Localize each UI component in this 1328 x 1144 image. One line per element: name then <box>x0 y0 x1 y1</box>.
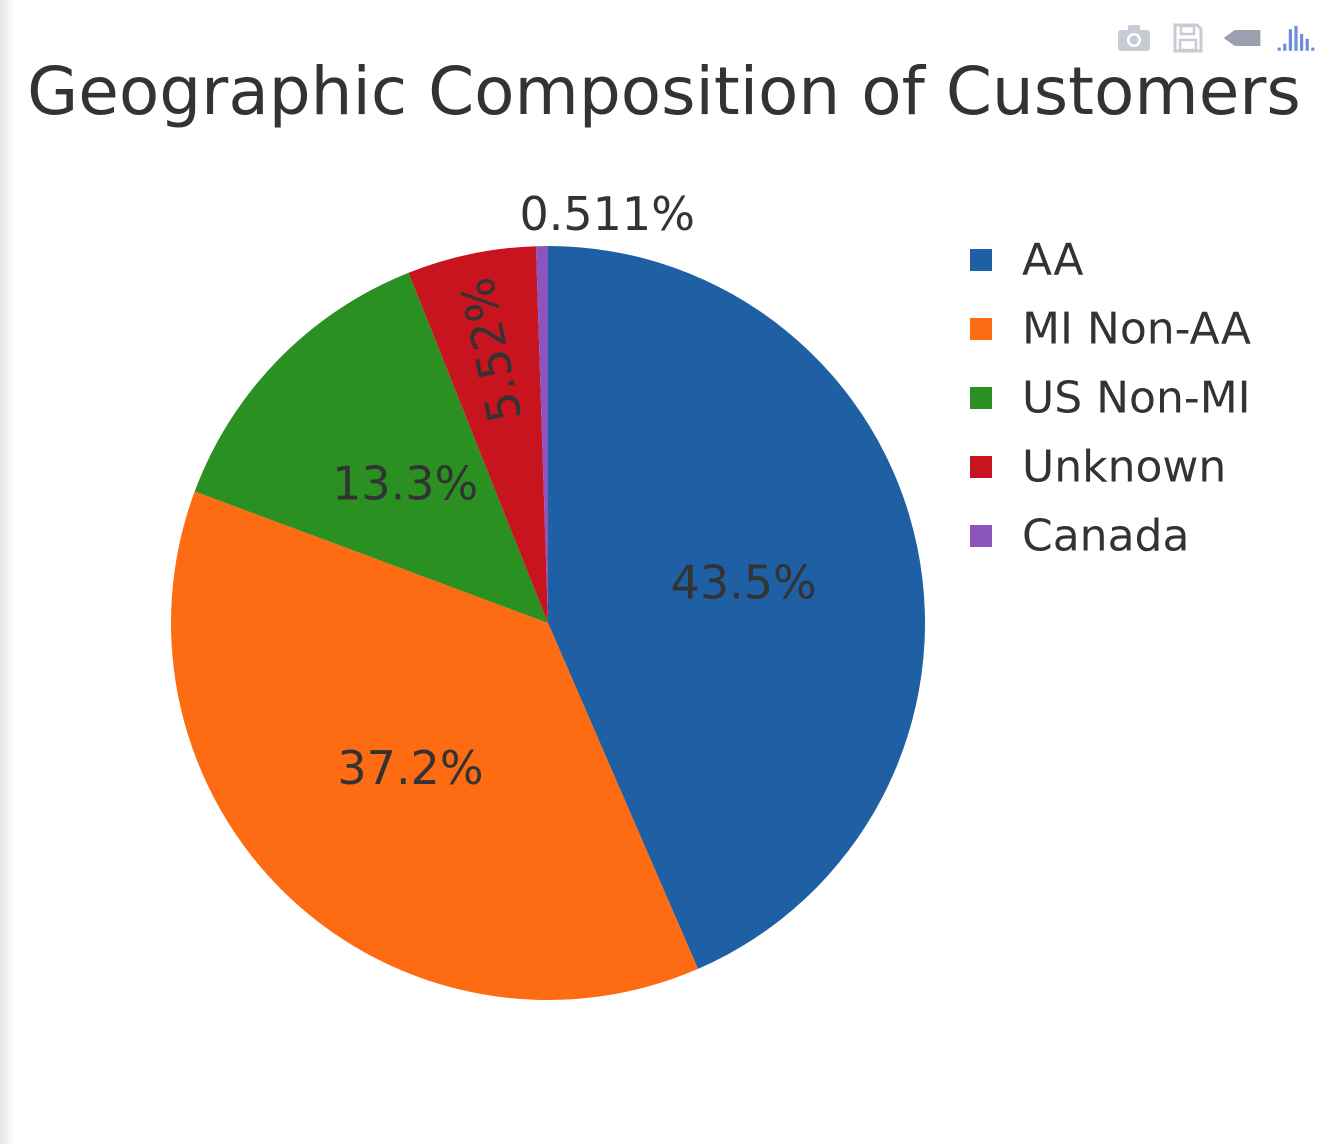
modebar <box>1114 20 1316 56</box>
pie-slice-canada[interactable] <box>535 246 548 623</box>
legend-label-mi-non-aa: MI Non-AA <box>1022 304 1251 355</box>
pie-slice-us-non-mi[interactable] <box>194 272 548 623</box>
slice-label-aa: 43.5% <box>671 555 817 609</box>
legend-item-aa[interactable]: AA <box>970 235 1083 286</box>
slice-label-mi-non-aa: 37.2% <box>337 741 483 795</box>
legend-label-unknown: Unknown <box>1022 442 1226 493</box>
pie-slice-aa[interactable] <box>548 246 925 969</box>
legend-label-aa: AA <box>1022 235 1083 286</box>
legend-swatch-us-non-mi <box>970 387 992 409</box>
plotly-logo-button[interactable] <box>1276 20 1316 56</box>
slice-label-canada: 0.511% <box>520 187 695 241</box>
legend-swatch-unknown <box>970 456 992 478</box>
legend-label-canada: Canada <box>1022 511 1189 562</box>
left-shade <box>0 0 14 1144</box>
legend-swatch-aa <box>970 249 992 271</box>
pie-slice-mi-non-aa[interactable] <box>170 491 699 1001</box>
plotly-logo-icon <box>1277 26 1315 51</box>
compare-data-button[interactable] <box>1222 20 1262 56</box>
legend-item-mi-non-aa[interactable]: MI Non-AA <box>970 304 1251 355</box>
download-png-button[interactable] <box>1114 20 1154 56</box>
compare-data-icon <box>1223 30 1261 46</box>
pie-slice-labels: 43.5%37.2%13.3%5.52%0.511% <box>332 187 817 795</box>
chart-title: Geographic Composition of Customers <box>27 53 1301 130</box>
save-plot-button[interactable] <box>1168 20 1208 56</box>
legend-swatch-mi-non-aa <box>970 318 992 340</box>
legend-item-us-non-mi[interactable]: US Non-MI <box>970 373 1251 424</box>
legend-item-unknown[interactable]: Unknown <box>970 442 1226 493</box>
legend-label-us-non-mi: US Non-MI <box>1022 373 1251 424</box>
camera-icon <box>1118 25 1150 51</box>
pie-slice-unknown[interactable] <box>408 246 548 623</box>
save-icon <box>1173 23 1203 53</box>
pie-slices <box>170 246 925 1001</box>
slice-label-us-non-mi: 13.3% <box>332 456 478 510</box>
legend-item-canada[interactable]: Canada <box>970 511 1189 562</box>
legend: AA MI Non-AA US Non-MI Unknown Canada <box>970 235 1251 562</box>
legend-swatch-canada <box>970 525 992 547</box>
